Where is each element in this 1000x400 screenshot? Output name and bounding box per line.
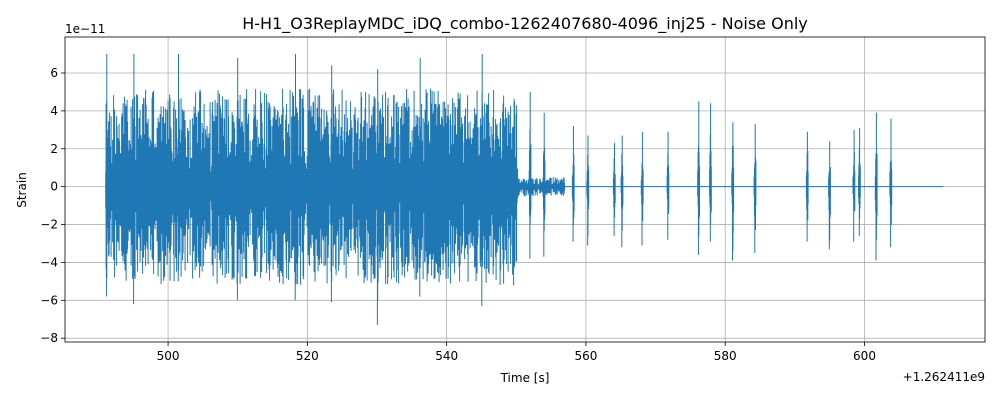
y-tick-label: 4	[50, 104, 58, 118]
waveform-peak	[805, 131, 809, 242]
x-tick-label: 560	[574, 349, 597, 363]
x-tick-label: 500	[157, 349, 180, 363]
y-tick-label: 0	[50, 180, 58, 194]
x-tick-label: 520	[296, 349, 319, 363]
waveform-series	[105, 54, 944, 325]
y-axis-label: Strain	[15, 172, 29, 208]
y-tick-label: 2	[50, 142, 58, 156]
waveform-peak	[858, 127, 861, 236]
waveform-peak	[666, 131, 670, 240]
waveform-peak	[542, 112, 546, 257]
waveform-peak	[731, 122, 735, 261]
plot-area	[105, 54, 944, 325]
waveform-peak	[852, 129, 856, 242]
waveform-peak	[889, 118, 893, 248]
waveform-peak	[562, 177, 565, 197]
y-tick-label: −4	[40, 255, 58, 269]
waveform-peak	[586, 135, 590, 246]
waveform-peak	[480, 54, 484, 306]
waveform-peak	[828, 141, 831, 250]
x-tick-label: 600	[853, 349, 876, 363]
waveform-peak	[753, 124, 757, 253]
waveform-peak	[874, 112, 878, 261]
x-tick-label: 540	[435, 349, 458, 363]
waveform-peak	[132, 54, 136, 305]
waveform-peak	[640, 131, 644, 246]
waveform-peak	[105, 54, 108, 297]
y-axis: −8 −6 −4 −2 0 2 4 6	[40, 66, 65, 345]
waveform-peak	[697, 101, 700, 255]
y-scale-label: 1e−11	[65, 22, 105, 36]
waveform-peak	[528, 91, 532, 259]
x-offset-label: +1.262411e9	[903, 370, 985, 384]
x-tick-label: 580	[714, 349, 737, 363]
waveform-peak	[612, 143, 616, 236]
waveform-peak	[376, 69, 379, 325]
x-axis-label: Time [s]	[500, 371, 550, 385]
waveform-peak	[330, 65, 333, 303]
waveform-peak	[294, 54, 297, 301]
y-tick-label: 6	[50, 66, 58, 80]
waveform-peak	[571, 126, 575, 242]
chart-title: H-H1_O3ReplayMDC_iDQ_combo-1262407680-40…	[242, 14, 808, 34]
y-tick-label: −8	[40, 331, 58, 345]
y-tick-label: −2	[40, 218, 58, 232]
x-axis: 500 520 540 560 580 600	[157, 342, 876, 363]
waveform-peak	[620, 135, 624, 248]
y-tick-label: −6	[40, 293, 58, 307]
axes-frame	[64, 36, 986, 343]
waveform-peak	[177, 54, 180, 282]
waveform-peak	[418, 57, 422, 297]
waveform-peak	[709, 103, 712, 242]
waveform-peak	[236, 57, 239, 301]
